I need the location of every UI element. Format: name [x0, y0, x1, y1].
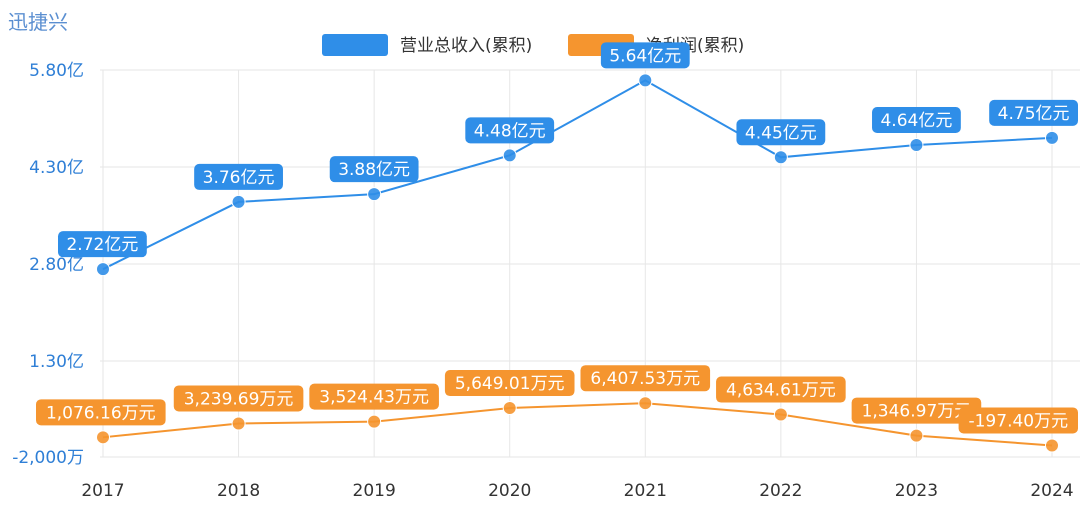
- data-label-bg: [36, 399, 166, 426]
- data-label-text: 6,407.53万元: [590, 369, 700, 389]
- legend-swatch: [322, 34, 388, 56]
- data-label-text: 3.88亿元: [338, 160, 410, 180]
- data-label: 5.64亿元: [600, 42, 690, 69]
- data-label-text: 3,524.43万元: [319, 388, 429, 408]
- series: [96, 73, 1059, 453]
- data-label-text: 1,346.97万元: [862, 402, 972, 422]
- data-label-bg: [173, 385, 304, 412]
- data-point: [773, 407, 788, 422]
- legend-label: 营业总收入(累积): [400, 36, 532, 56]
- data-label-bg: [329, 156, 419, 183]
- data-label-text: 1,076.16万元: [46, 403, 156, 423]
- axes: 5.80亿 4.30亿 2.80亿 1.30亿 -2,000万 2017 2018 2019 2…: [12, 61, 1073, 501]
- x-tick-label: 2024: [1030, 481, 1073, 501]
- data-label-bg: [851, 397, 982, 424]
- x-tick-label: 2018: [217, 481, 260, 501]
- data-label: 3.76亿元: [194, 163, 283, 190]
- series-line: [102, 79, 1053, 271]
- data-label-text: 4.64亿元: [880, 111, 952, 131]
- data-label-text: 5,649.01万元: [455, 374, 565, 394]
- data-point: [231, 194, 246, 209]
- company-name: 迅捷兴: [8, 10, 68, 34]
- data-label: 4.45亿元: [736, 119, 826, 146]
- legend: 营业总收入(累积) 净利润(累积): [322, 34, 744, 56]
- y-tick-label: -2,000万: [12, 448, 84, 468]
- data-label: 2.72亿元: [58, 231, 147, 258]
- x-tick-label: 2022: [759, 481, 802, 501]
- data-point: [638, 73, 653, 88]
- data-label-bg: [58, 231, 147, 258]
- data-label-text: 3,239.69万元: [184, 389, 294, 409]
- data-label-text: 4.45亿元: [745, 123, 817, 143]
- data-label-text: -197.40万元: [968, 411, 1068, 431]
- data-labels: 2.72亿元 3.76亿元 3.88亿元 4.48亿元 5.64亿元 4.45亿元 4.64…: [36, 42, 1078, 434]
- data-label-bg: [580, 365, 711, 392]
- data-label-text: 4.48亿元: [474, 121, 546, 141]
- y-tick-label: 5.80亿: [29, 61, 84, 81]
- data-label: 6,407.53万元: [580, 365, 711, 392]
- data-point: [1045, 130, 1059, 145]
- data-label-text: 4.75亿元: [998, 104, 1070, 124]
- data-label: -197.40万元: [958, 407, 1078, 434]
- data-label: 4.64亿元: [872, 107, 961, 134]
- y-tick-label: 4.30亿: [29, 158, 84, 178]
- data-point: [96, 262, 110, 277]
- data-point: [96, 430, 110, 445]
- data-label-text: 4,634.61万元: [726, 381, 836, 401]
- data-point: [502, 401, 517, 416]
- series-line: [102, 402, 1053, 447]
- data-label-bg: [872, 107, 961, 134]
- x-tick-label: 2023: [895, 481, 938, 501]
- data-point: [638, 396, 653, 411]
- x-tick-label: 2020: [488, 481, 531, 501]
- data-label: 4.75亿元: [989, 99, 1078, 126]
- data-label: 1,346.97万元: [851, 397, 982, 424]
- data-point: [502, 148, 517, 163]
- data-point: [909, 428, 924, 443]
- data-point: [367, 187, 382, 202]
- data-point: [773, 150, 788, 165]
- data-label-text: 5.64亿元: [609, 46, 681, 66]
- data-label-text: 3.76亿元: [203, 168, 275, 188]
- data-label-text: 2.72亿元: [66, 235, 138, 255]
- data-label-bg: [465, 117, 555, 144]
- x-tick-label: 2019: [353, 481, 396, 501]
- data-label: 4.48亿元: [465, 117, 555, 144]
- data-label: 1,076.16万元: [36, 399, 166, 426]
- data-label: 3,239.69万元: [173, 385, 304, 412]
- y-tick-label: 2.80亿: [29, 255, 84, 275]
- data-label: 3.88亿元: [329, 156, 419, 183]
- data-label-bg: [309, 383, 439, 410]
- y-tick-label: 1.30亿: [29, 352, 84, 372]
- data-point: [1045, 438, 1059, 453]
- data-label-bg: [736, 119, 826, 146]
- data-label-bg: [444, 370, 575, 397]
- data-label-bg: [989, 99, 1078, 126]
- data-label: 5,649.01万元: [444, 370, 575, 397]
- data-label-bg: [194, 163, 283, 190]
- x-tick-label: 2021: [624, 481, 667, 501]
- data-label-bg: [716, 376, 846, 403]
- x-tick-label: 2017: [81, 481, 124, 501]
- data-point: [909, 138, 924, 153]
- data-label: 3,524.43万元: [309, 383, 439, 410]
- data-label-bg: [600, 42, 690, 69]
- data-label: 4,634.61万元: [716, 376, 846, 403]
- data-point: [231, 416, 246, 431]
- data-label-bg: [958, 407, 1078, 434]
- data-point: [367, 414, 382, 429]
